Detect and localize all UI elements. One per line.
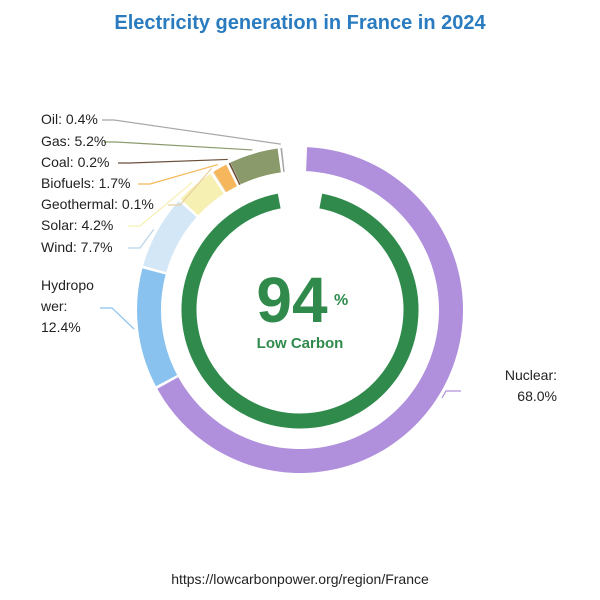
slice-oil bbox=[280, 147, 285, 173]
label-gas: Gas: 5.2% bbox=[41, 133, 106, 149]
slice-coal bbox=[228, 162, 241, 186]
leader-line-solar bbox=[128, 181, 193, 227]
leader-line-wind bbox=[128, 229, 155, 249]
leader-line-nuclear bbox=[441, 390, 461, 399]
slice-gas bbox=[230, 148, 281, 185]
low-carbon-value: 94 bbox=[256, 264, 328, 336]
leader-line-geothermal bbox=[168, 167, 213, 206]
leader-line-gas bbox=[104, 141, 253, 151]
label-biofuels: Biofuels: 1.7% bbox=[41, 175, 131, 191]
label-geothermal: Geothermal: 0.1% bbox=[41, 196, 154, 212]
leader-line-oil bbox=[102, 119, 281, 145]
slice-hydropower bbox=[136, 268, 178, 387]
low-carbon-ring bbox=[181, 193, 419, 429]
label-hydropower: Hydropo wer: 12.4% bbox=[40, 277, 94, 335]
label-coal: Coal: 0.2% bbox=[41, 154, 109, 170]
leader-line-biofuels bbox=[138, 163, 219, 185]
slice-wind bbox=[143, 201, 197, 273]
label-solar: Solar: 4.2% bbox=[41, 217, 113, 233]
chart-title: Electricity generation in France in 2024 bbox=[114, 12, 486, 34]
low-carbon-label: Low Carbon bbox=[257, 335, 344, 352]
low-carbon-unit: % bbox=[334, 292, 348, 309]
source-url: https://lowcarbonpower.org/region/France bbox=[171, 571, 429, 587]
leader-line-hydropower bbox=[100, 307, 135, 330]
slice-solar bbox=[180, 173, 224, 216]
slice-biofuels bbox=[213, 164, 238, 193]
label-wind: Wind: 7.7% bbox=[41, 239, 113, 255]
leader-line-coal bbox=[118, 158, 228, 164]
label-nuclear: Nuclear: 68.0% bbox=[505, 367, 557, 404]
label-oil: Oil: 0.4% bbox=[41, 111, 98, 127]
